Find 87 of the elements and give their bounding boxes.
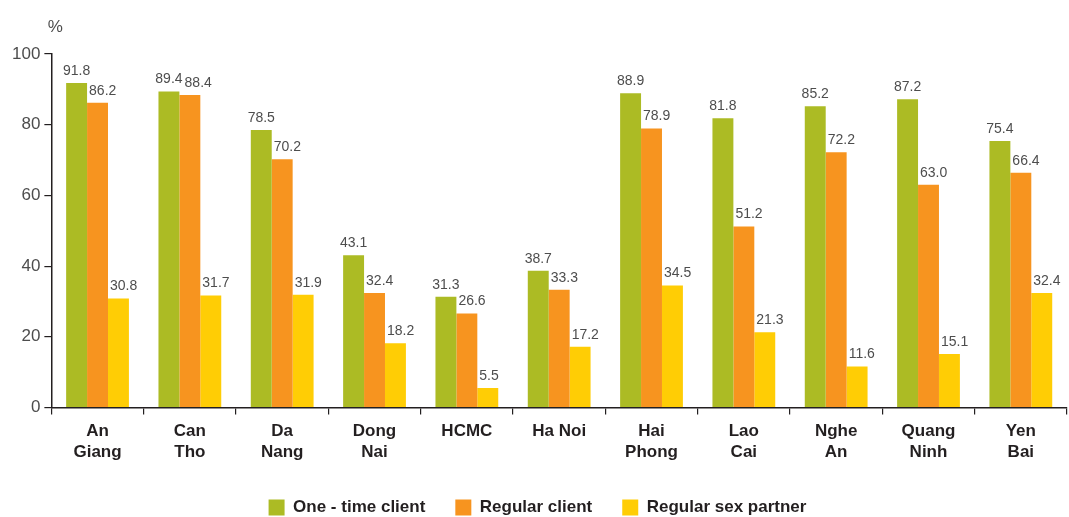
x-tick-label: Yen Bai: [1005, 420, 1036, 462]
bar: [456, 313, 478, 407]
bar: [292, 294, 314, 407]
y-tick-label: 20: [21, 326, 41, 346]
y-tick-label: 80: [21, 114, 41, 134]
data-label: 32.4: [366, 271, 394, 288]
data-label: 34.5: [663, 264, 692, 281]
bar: [825, 152, 847, 407]
data-label: 88.9: [616, 72, 645, 89]
x-tick-label: Lao Cai: [728, 420, 759, 462]
data-label: 5.5: [479, 366, 499, 383]
bar: [918, 184, 939, 407]
bar: [179, 95, 201, 407]
data-label: 78.5: [247, 108, 276, 125]
bar: [107, 298, 129, 407]
bar: [897, 99, 919, 407]
bar: [620, 93, 642, 407]
data-label: 33.3: [550, 268, 579, 285]
data-label: 31.3: [432, 275, 460, 292]
bar: [661, 285, 683, 407]
data-label: 32.4: [1033, 271, 1061, 288]
x-tick-label: Ha Noi: [532, 420, 587, 440]
bar: [754, 332, 776, 407]
data-label: 30.8: [109, 277, 138, 294]
bar: [87, 102, 108, 407]
data-label: 38.7: [524, 249, 553, 266]
x-tick-label: Da Nang: [260, 420, 304, 462]
data-label: 18.2: [386, 322, 415, 339]
data-label: 72.2: [827, 131, 856, 148]
bar: [343, 255, 365, 407]
x-tick-label: An Giang: [73, 420, 122, 462]
legend-label: One - time client: [293, 497, 426, 517]
data-label: 85.2: [801, 85, 830, 102]
data-label: 31.7: [202, 274, 230, 291]
x-tick-label: HCMC: [441, 420, 493, 440]
bar: [384, 343, 406, 407]
data-label: 11.6: [848, 345, 876, 362]
data-label: 89.4: [155, 70, 183, 87]
data-label: 75.4: [986, 119, 1014, 136]
bar: [271, 159, 293, 407]
data-label: 26.6: [458, 292, 486, 309]
bar: [527, 270, 549, 407]
bar: [250, 130, 272, 407]
bar: [435, 296, 457, 407]
bar: [1031, 292, 1053, 407]
data-label: 91.8: [62, 61, 91, 78]
x-tick-label: Can Tho: [173, 420, 206, 462]
bar: [733, 226, 755, 407]
x-tick-label: Dong Nai: [352, 420, 397, 462]
bar: [477, 388, 499, 407]
bar: [712, 118, 734, 407]
legend-label: Regular client: [479, 497, 593, 517]
data-label: 86.2: [89, 81, 117, 98]
x-tick-label: Nghe An: [814, 420, 858, 462]
bar: [938, 354, 960, 407]
data-label: 70.2: [273, 138, 302, 155]
bar: [1010, 172, 1032, 407]
x-tick-label: Quang Ninh: [901, 420, 956, 462]
data-label: 17.2: [571, 325, 600, 342]
bar: [548, 289, 570, 407]
y-tick-label: 0: [30, 397, 41, 417]
bar: [846, 366, 868, 407]
data-label: 21.3: [756, 311, 784, 328]
y-tick-label: 40: [21, 255, 41, 275]
data-label: 66.4: [1012, 151, 1040, 168]
data-label: 88.4: [184, 73, 213, 90]
y-axis-title: %: [47, 17, 63, 37]
x-tick-label: Hai Phong: [625, 420, 678, 462]
y-tick-label: 60: [21, 185, 41, 205]
bar: [804, 106, 826, 407]
bar: [158, 91, 180, 407]
data-label: 81.8: [709, 97, 737, 114]
bar: [641, 128, 662, 407]
data-label: 87.2: [893, 78, 922, 95]
data-label: 43.1: [339, 234, 368, 250]
data-label: 31.9: [294, 273, 323, 290]
legend-label: Regular sex partner: [646, 497, 807, 517]
data-label: 63.0: [920, 163, 948, 180]
bar: [989, 140, 1011, 407]
y-tick-label: 100: [11, 43, 41, 63]
data-label: 51.2: [735, 205, 763, 222]
bar: [200, 295, 222, 407]
bar: [66, 82, 88, 407]
data-label: 78.9: [643, 107, 671, 124]
bar: [569, 346, 591, 407]
bar: [364, 292, 385, 407]
data-label: 15.1: [940, 332, 969, 349]
